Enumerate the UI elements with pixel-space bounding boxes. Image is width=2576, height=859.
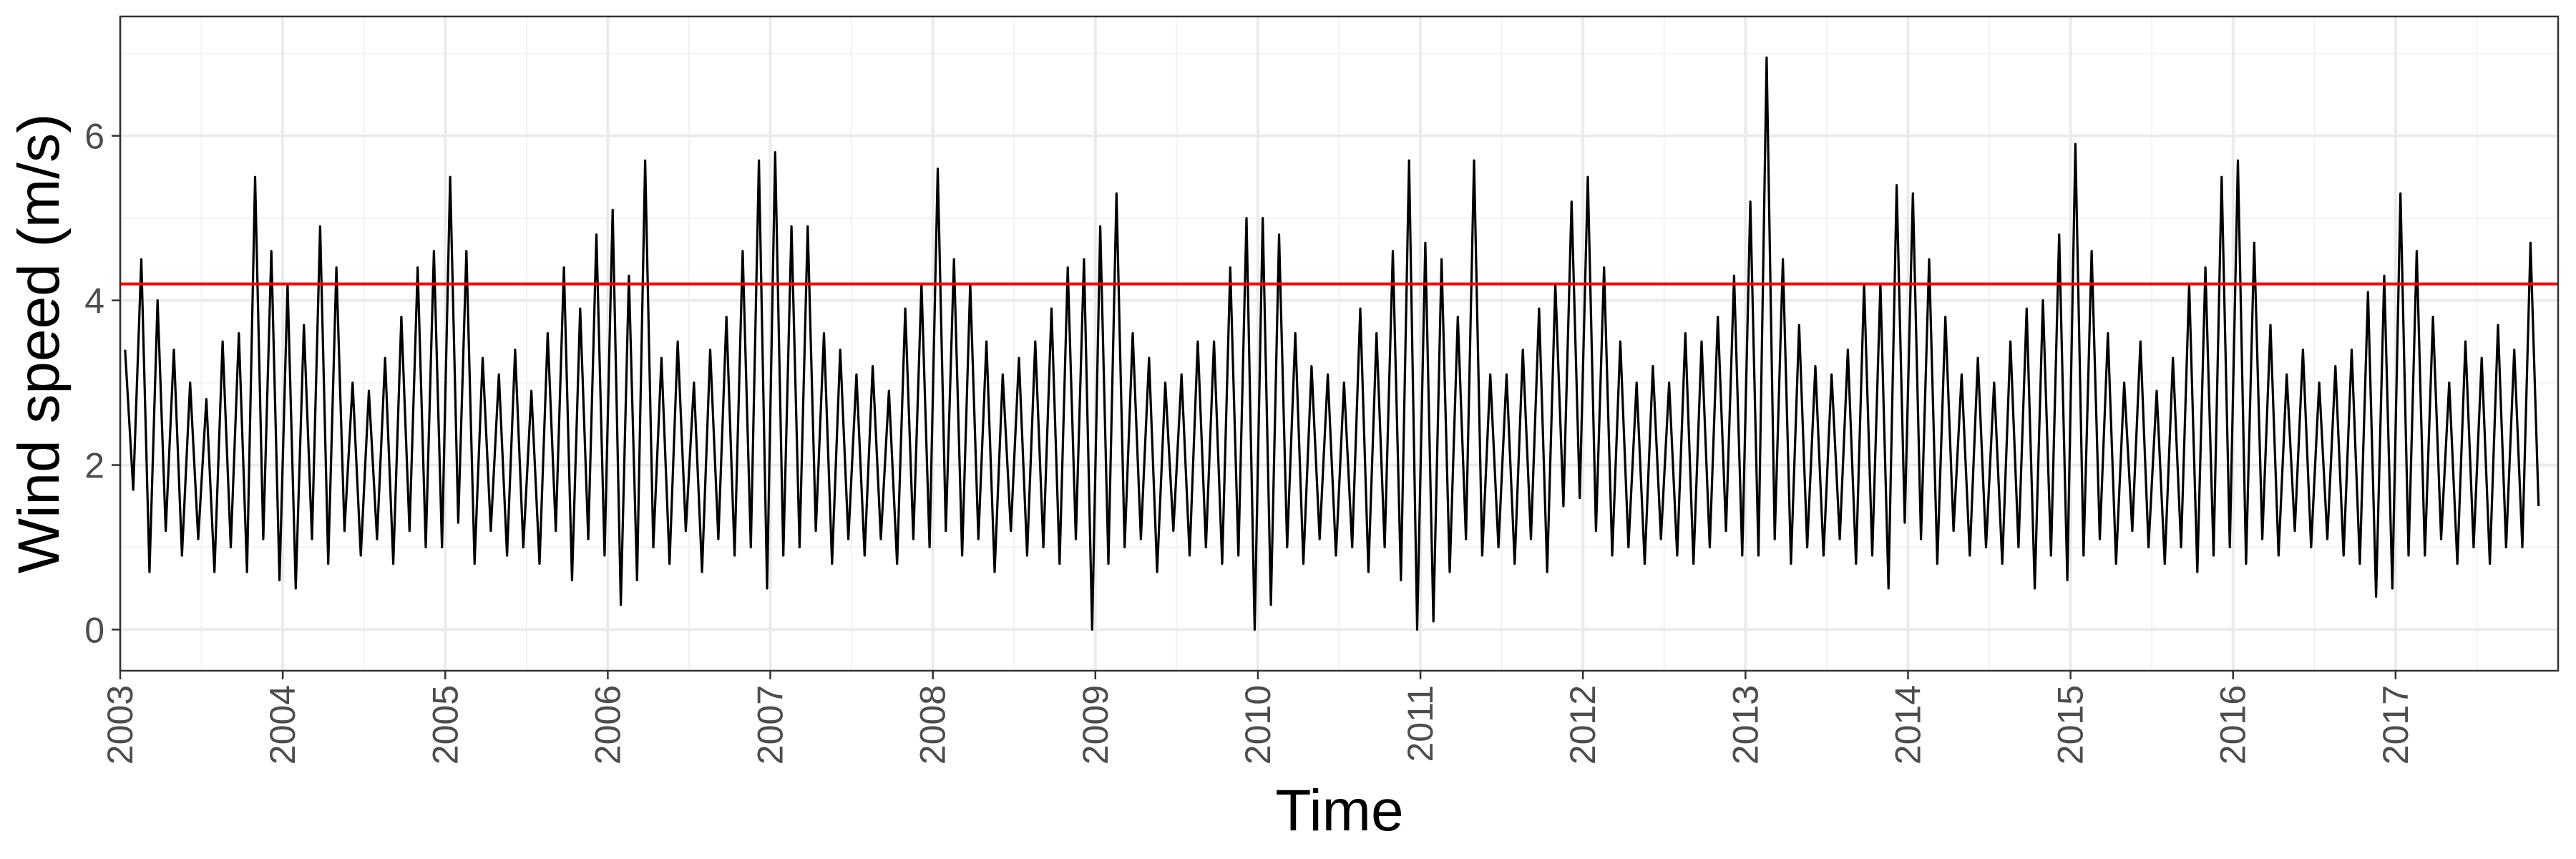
x-tick-label: 2010 xyxy=(1238,685,1278,765)
plot-area xyxy=(120,56,2558,631)
x-tick-label: 2017 xyxy=(2376,685,2416,765)
y-tick-label: 2 xyxy=(84,446,104,486)
x-tick-label: 2011 xyxy=(1400,685,1440,762)
x-tick-label: 2008 xyxy=(913,685,953,765)
y-tick-label: 0 xyxy=(84,611,104,651)
axes: 0 2 4 6 2003 2004 2005 2006 2007 2008 2009 2010 2011… xyxy=(84,15,2560,765)
x-tick-label: 2006 xyxy=(587,685,628,765)
x-tick-label: 2005 xyxy=(425,685,465,765)
data-line xyxy=(124,56,2540,631)
grid xyxy=(119,16,2558,671)
x-tick-label: 2012 xyxy=(1563,685,1603,765)
x-tick-label: 2014 xyxy=(1888,685,1928,765)
x-tick-label: 2004 xyxy=(263,685,303,765)
x-tick-label: 2015 xyxy=(2051,685,2091,765)
x-axis-title: Time xyxy=(1275,778,1403,843)
y-axis-title: Wind speed (m/s) xyxy=(6,114,72,574)
x-tick-label: 2003 xyxy=(100,685,140,765)
x-tick-label: 2009 xyxy=(1075,685,1116,765)
panel-border xyxy=(119,15,2560,672)
x-tick-label: 2016 xyxy=(2213,685,2253,765)
x-tick-label: 2013 xyxy=(1725,685,1765,765)
x-tick-label: 2007 xyxy=(751,685,791,765)
y-tick-label: 4 xyxy=(84,281,104,321)
y-tick-label: 6 xyxy=(84,117,104,157)
